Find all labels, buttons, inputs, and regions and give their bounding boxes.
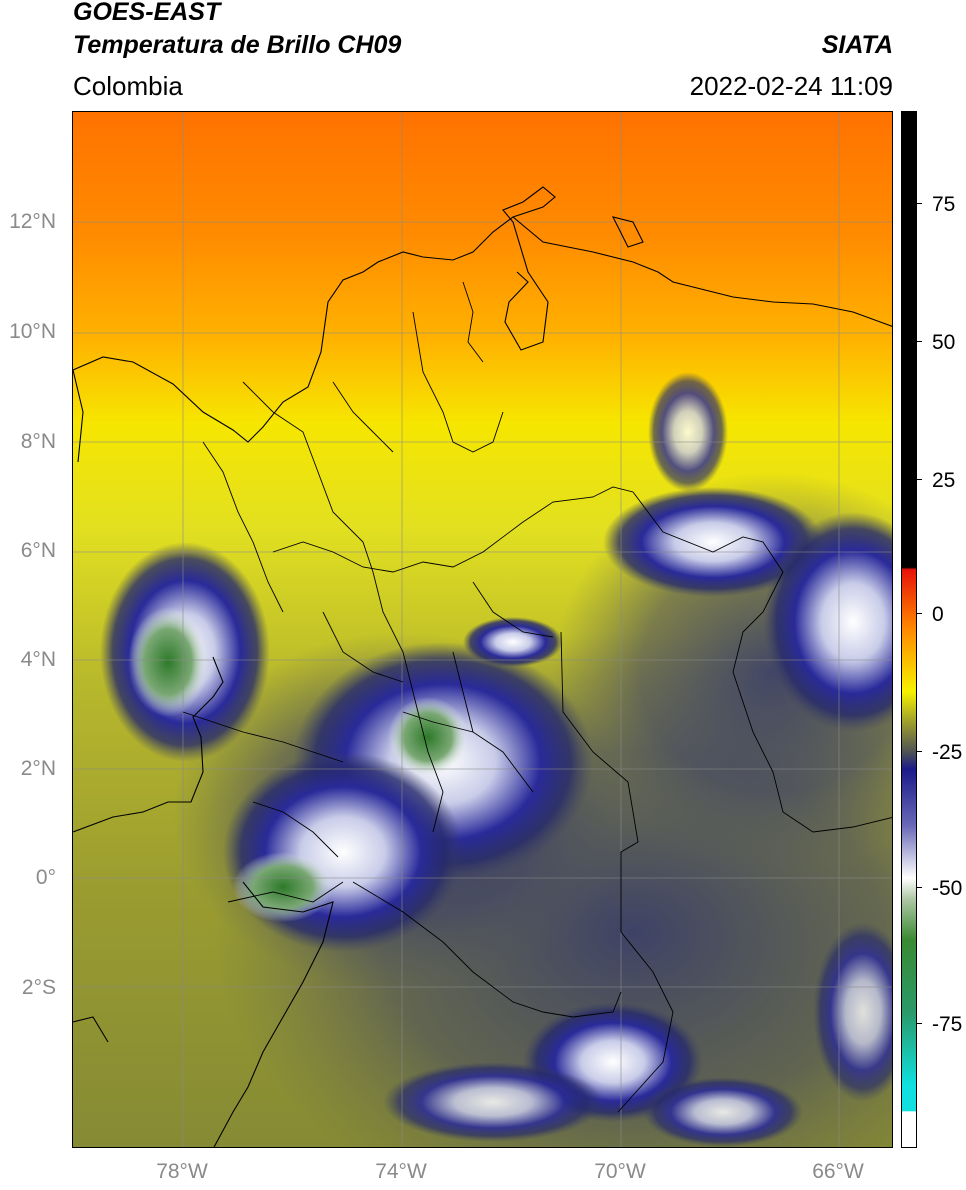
- datetime-label: 2022-02-24 11:09: [689, 71, 893, 101]
- colorbar-tick: [917, 341, 922, 342]
- satellite-map: [72, 111, 893, 1148]
- lat-label: 10°N: [9, 320, 56, 343]
- lon-label: 78°W: [156, 1160, 208, 1183]
- lon-label: 70°W: [594, 1160, 646, 1183]
- region-label: Colombia: [73, 71, 183, 101]
- brand-label: SIATA: [821, 31, 893, 59]
- colorbar-label: 0: [932, 603, 944, 626]
- map-canvas: [73, 112, 892, 1147]
- map-borders: [182, 281, 892, 1113]
- lon-label: 74°W: [375, 1160, 427, 1183]
- colorbar-label: 25: [932, 469, 956, 492]
- colorbar-tick: [917, 479, 922, 480]
- colorbar-label: -25: [932, 741, 963, 764]
- colorbar-tick: [917, 613, 922, 614]
- lat-label: 12°N: [9, 210, 56, 233]
- map-coastlines: [73, 186, 892, 1147]
- colorbar-tick: [917, 1023, 922, 1024]
- lat-label: 0°: [35, 866, 56, 889]
- lat-label: 2°S: [21, 976, 56, 999]
- colorbar-label: 75: [932, 193, 956, 216]
- lat-label: 4°N: [20, 648, 56, 671]
- map-gridlines: [73, 112, 892, 1147]
- colorbar-tick: [917, 887, 922, 888]
- colorbar-tick: [917, 751, 922, 752]
- colorbar-label: 50: [932, 331, 956, 354]
- title-product: Temperatura de Brillo CH09: [73, 31, 402, 59]
- lat-label: 6°N: [20, 539, 56, 562]
- lat-label: 8°N: [20, 430, 56, 453]
- colorbar-tick: [917, 203, 922, 204]
- colorbar-label: -50: [932, 877, 963, 900]
- lat-label: 2°N: [20, 757, 56, 780]
- title-satellite: GOES-EAST: [73, 0, 221, 26]
- colorbar-label: -75: [932, 1013, 963, 1036]
- colorbar: [901, 111, 917, 1148]
- lon-label: 66°W: [812, 1160, 864, 1183]
